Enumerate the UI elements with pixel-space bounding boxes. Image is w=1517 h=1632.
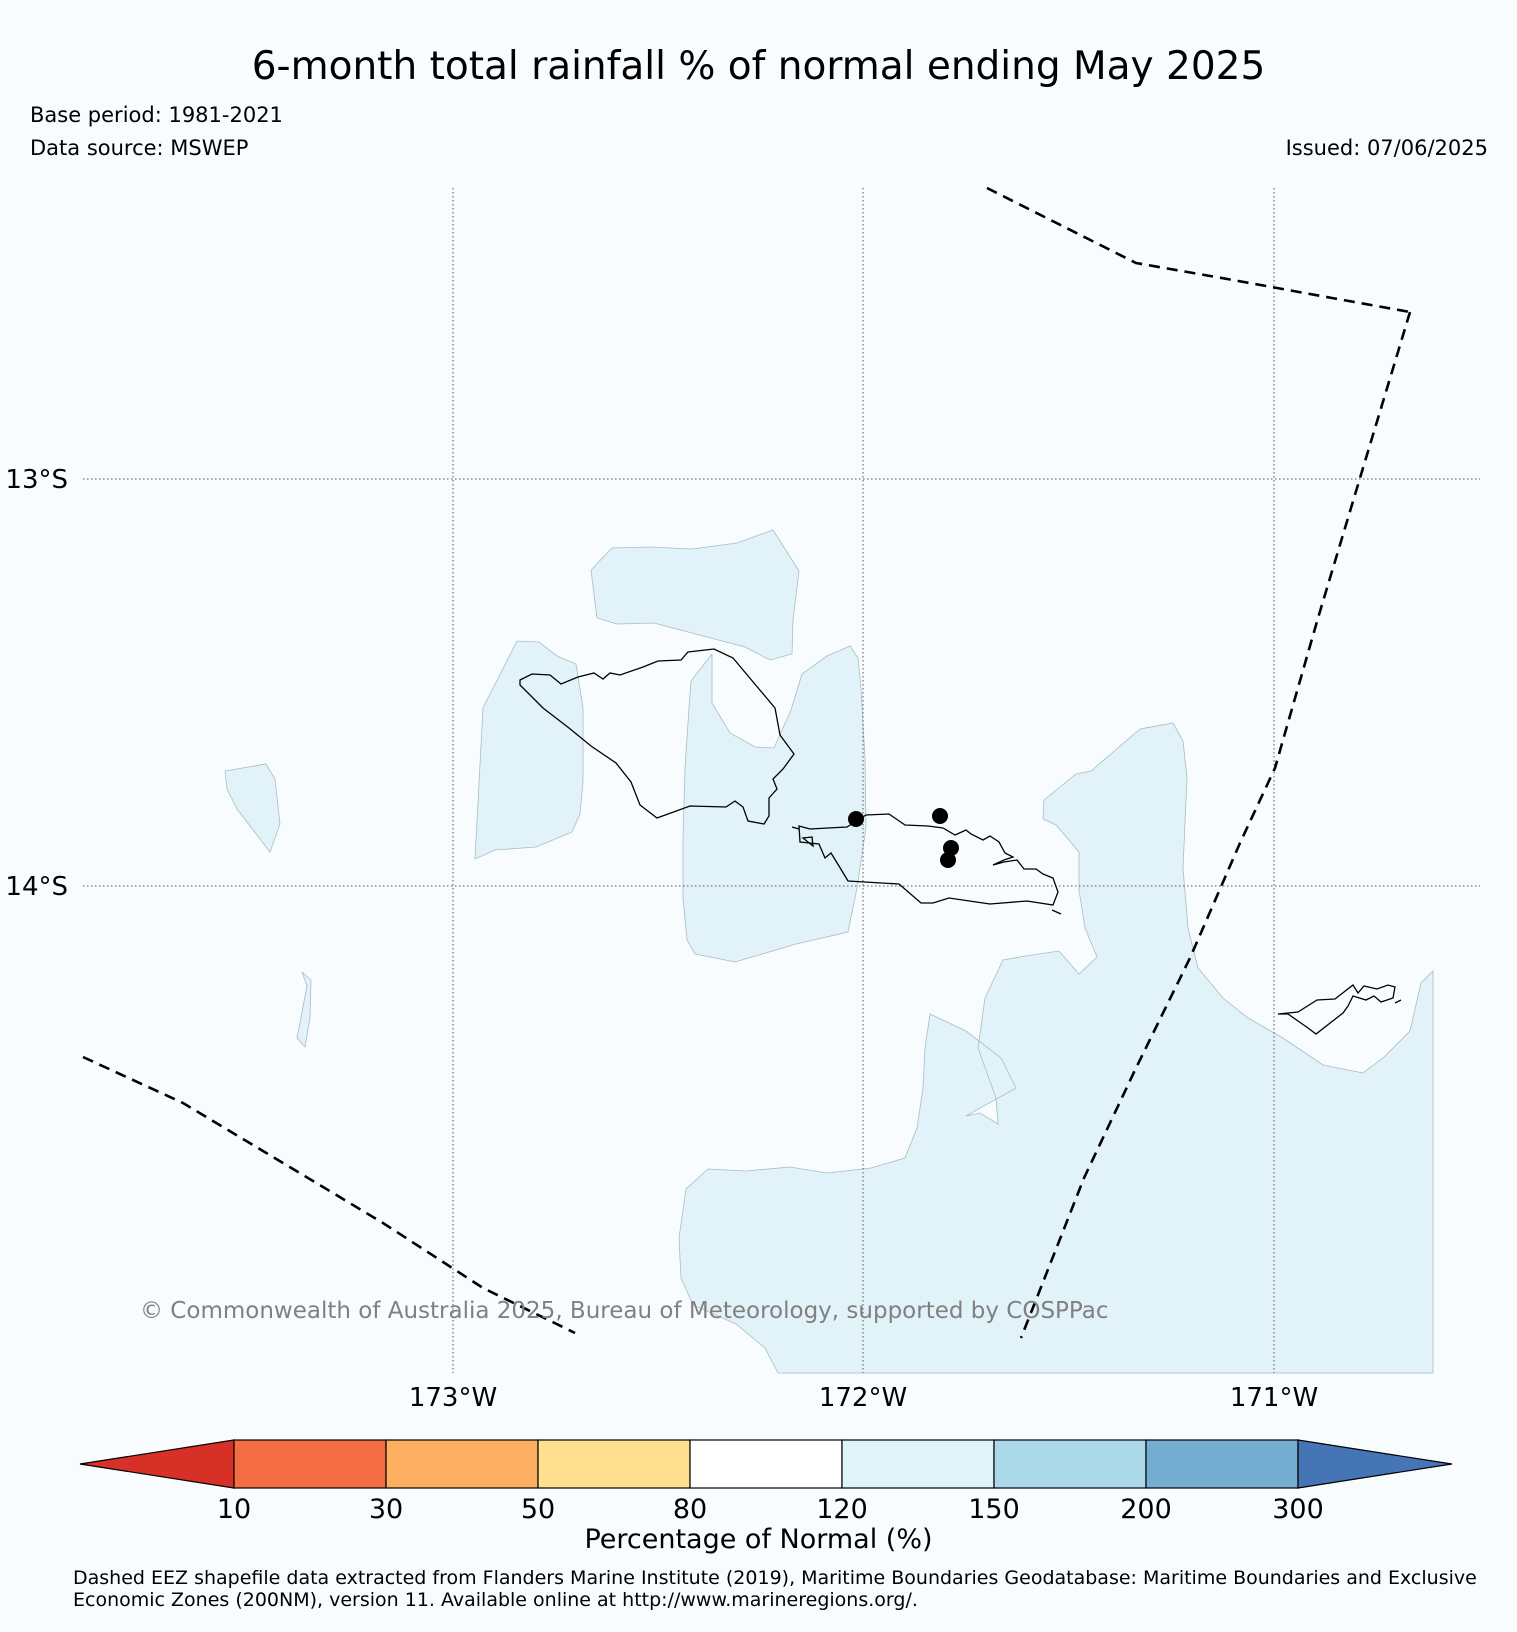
station-marker	[943, 840, 959, 856]
colorbar-tick-label: 50	[521, 1494, 555, 1525]
colorbar-segment	[993, 1439, 1147, 1489]
coastline-tutuila	[1277, 984, 1396, 1035]
shading-region-central	[682, 645, 867, 963]
shading-region-far-west-sliver	[296, 971, 312, 1048]
rainfall-map: © Commonwealth of Australia 2025, Bureau…	[5, 186, 1480, 1413]
coastline-manono	[791, 826, 800, 830]
copyright-notice: © Commonwealth of Australia 2025, Bureau…	[140, 1298, 1109, 1324]
colorbar-segment	[689, 1439, 843, 1489]
colorbar-tick-label: 80	[673, 1494, 707, 1525]
rain-stations	[848, 808, 959, 868]
graticule	[83, 188, 1480, 1373]
footnote: Dashed EEZ shapefile data extracted from…	[73, 1567, 1477, 1611]
map-title: 6-month total rainfall % of normal endin…	[251, 44, 1266, 89]
coastline-tutuila-east	[1394, 999, 1402, 1004]
colorbar-segment	[1145, 1439, 1299, 1489]
shading-region-east	[678, 722, 1434, 1374]
lon-label-171w: 171°W	[1230, 1383, 1318, 1413]
shading-region-savaii-north	[590, 529, 800, 661]
colorbar-ticks: 10 30 50 80 120 150 200 300	[217, 1494, 1324, 1525]
colorbar-segments	[79, 1439, 1453, 1489]
colorbar-extend-low	[79, 1439, 235, 1489]
coastline-upolu-tip	[1051, 909, 1062, 915]
station-marker	[848, 811, 864, 827]
coastline-upolu	[798, 813, 1059, 906]
coastline-savaii	[519, 648, 795, 825]
lon-label-172w: 172°W	[819, 1383, 907, 1413]
colorbar: 10 30 50 80 120 150 200 300	[79, 1439, 1453, 1525]
eez-boundaries	[82, 186, 1412, 1339]
lat-label-13s: 13°S	[5, 465, 68, 495]
eez-line-southwest	[82, 1055, 576, 1335]
coastlines	[519, 648, 1402, 1035]
eez-line-north	[986, 186, 1411, 314]
colorbar-tick-label: 10	[217, 1494, 251, 1525]
colorbar-tick-label: 30	[369, 1494, 403, 1525]
colorbar-segment	[233, 1439, 387, 1489]
shading-region-savaii-west	[474, 640, 584, 860]
colorbar-tick-label: 200	[1120, 1494, 1172, 1525]
colorbar-tick-label: 300	[1272, 1494, 1324, 1525]
lat-label-14s: 14°S	[5, 872, 68, 902]
colorbar-segment	[385, 1439, 539, 1489]
station-marker	[940, 852, 956, 868]
colorbar-tick-label: 150	[968, 1494, 1020, 1525]
issued-date: Issued: 07/06/2025	[1285, 136, 1488, 160]
colorbar-extend-high	[1297, 1439, 1453, 1489]
colorbar-segment	[537, 1439, 691, 1489]
eez-line-east	[1019, 311, 1412, 1339]
data-source: Data source: MSWEP	[30, 136, 249, 160]
coastline-apolima	[801, 836, 814, 848]
colorbar-label: Percentage of Normal (%)	[584, 1524, 933, 1555]
colorbar-tick-label: 120	[816, 1494, 868, 1525]
rainfall-shading	[224, 529, 1434, 1374]
shading-region-west-small	[224, 763, 281, 853]
station-marker	[932, 808, 948, 824]
colorbar-segment	[841, 1439, 995, 1489]
base-period: Base period: 1981-2021	[30, 103, 283, 127]
lon-label-173w: 173°W	[409, 1383, 497, 1413]
